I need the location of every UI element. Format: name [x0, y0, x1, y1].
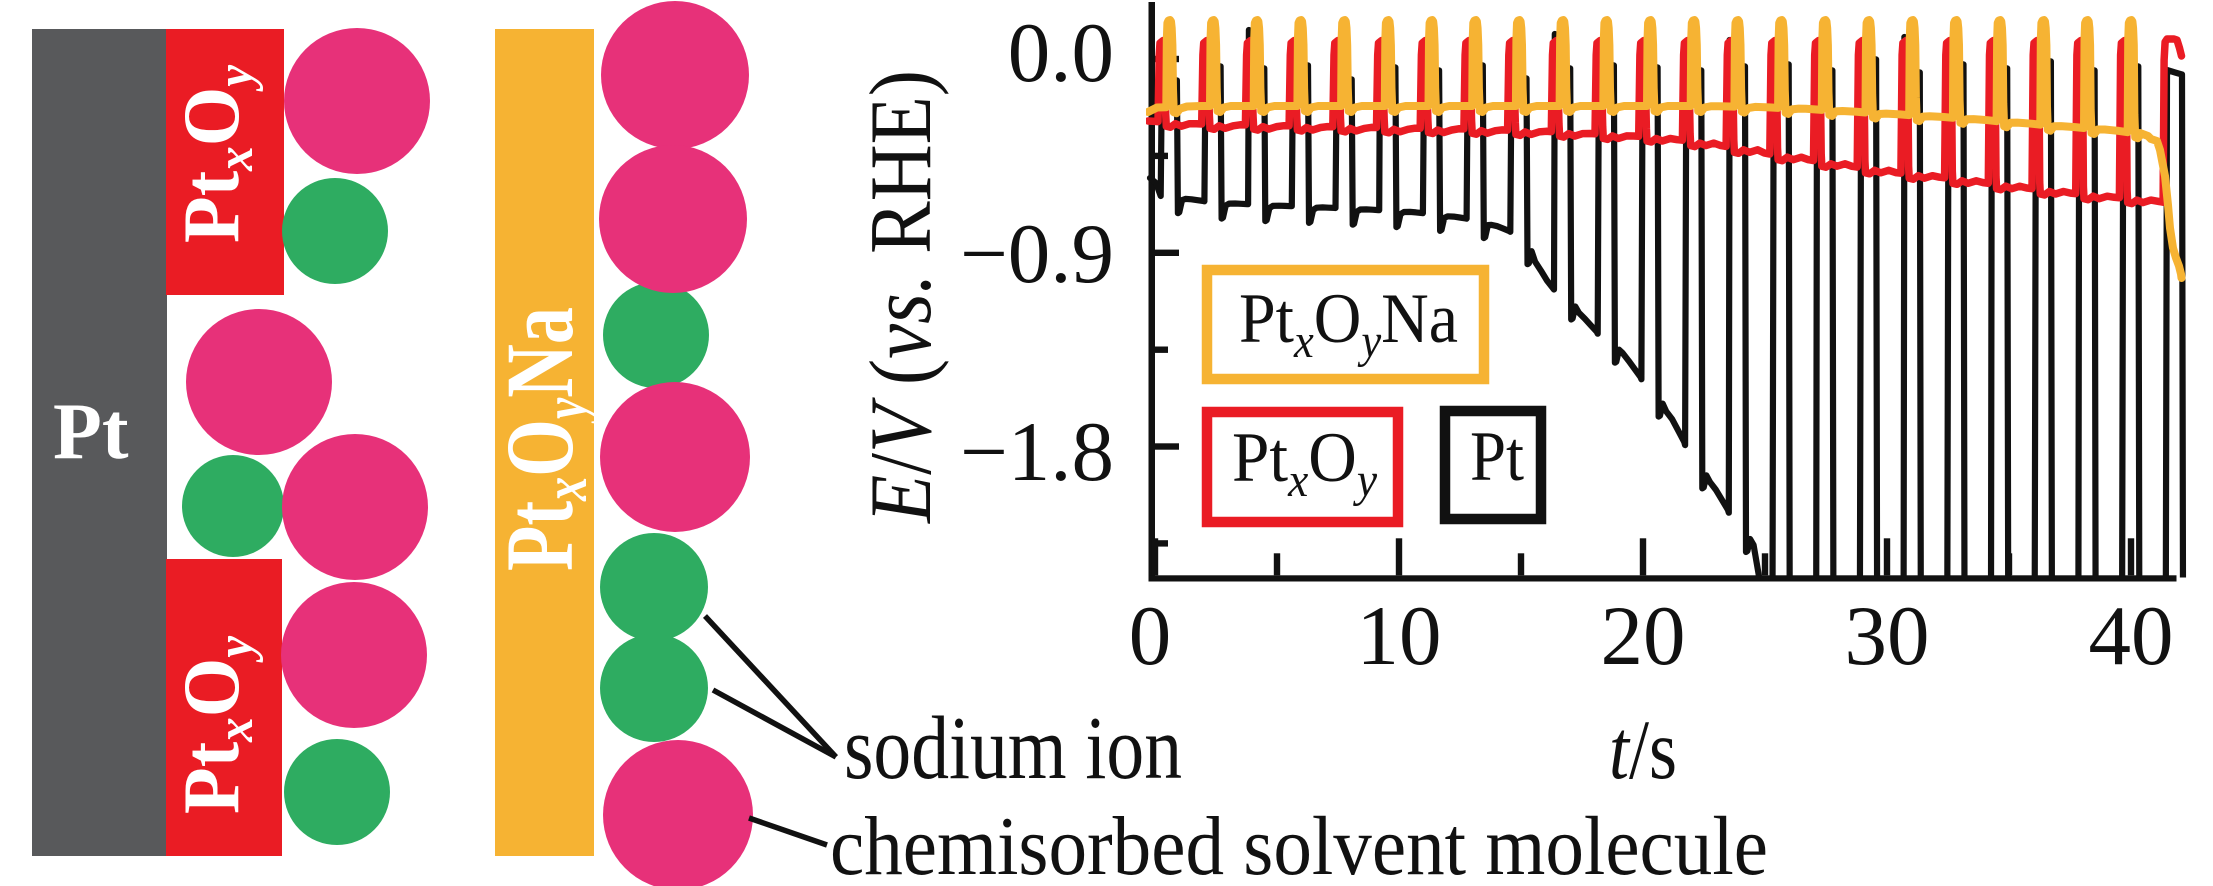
svg-text:PtxOyNa: PtxOyNa [1239, 280, 1458, 368]
svg-text:PtxOy: PtxOy [166, 64, 264, 243]
svg-text:E/V (vs. RHE): E/V (vs. RHE) [853, 70, 950, 525]
svg-text:sodium ion: sodium ion [844, 699, 1182, 798]
svg-text:20: 20 [1601, 589, 1686, 683]
svg-text:−0.9: −0.9 [960, 207, 1114, 301]
svg-text:−1.8: −1.8 [960, 405, 1114, 499]
svg-text:PtxOy: PtxOy [1232, 419, 1378, 507]
svg-text:0.0: 0.0 [1008, 6, 1114, 100]
svg-text:chemisorbed solvent molecule: chemisorbed solvent molecule [830, 800, 1768, 886]
svg-text:PtxOyNa: PtxOyNa [486, 307, 600, 571]
svg-text:Pt: Pt [1470, 418, 1524, 496]
svg-text:PtxOy: PtxOy [166, 635, 264, 814]
svg-text:10: 10 [1357, 589, 1442, 683]
svg-text:0: 0 [1129, 589, 1172, 683]
svg-text:30: 30 [1845, 589, 1930, 683]
svg-text:Pt: Pt [53, 388, 129, 476]
svg-text:t/s: t/s [1609, 703, 1677, 797]
svg-text:40: 40 [2089, 589, 2174, 683]
